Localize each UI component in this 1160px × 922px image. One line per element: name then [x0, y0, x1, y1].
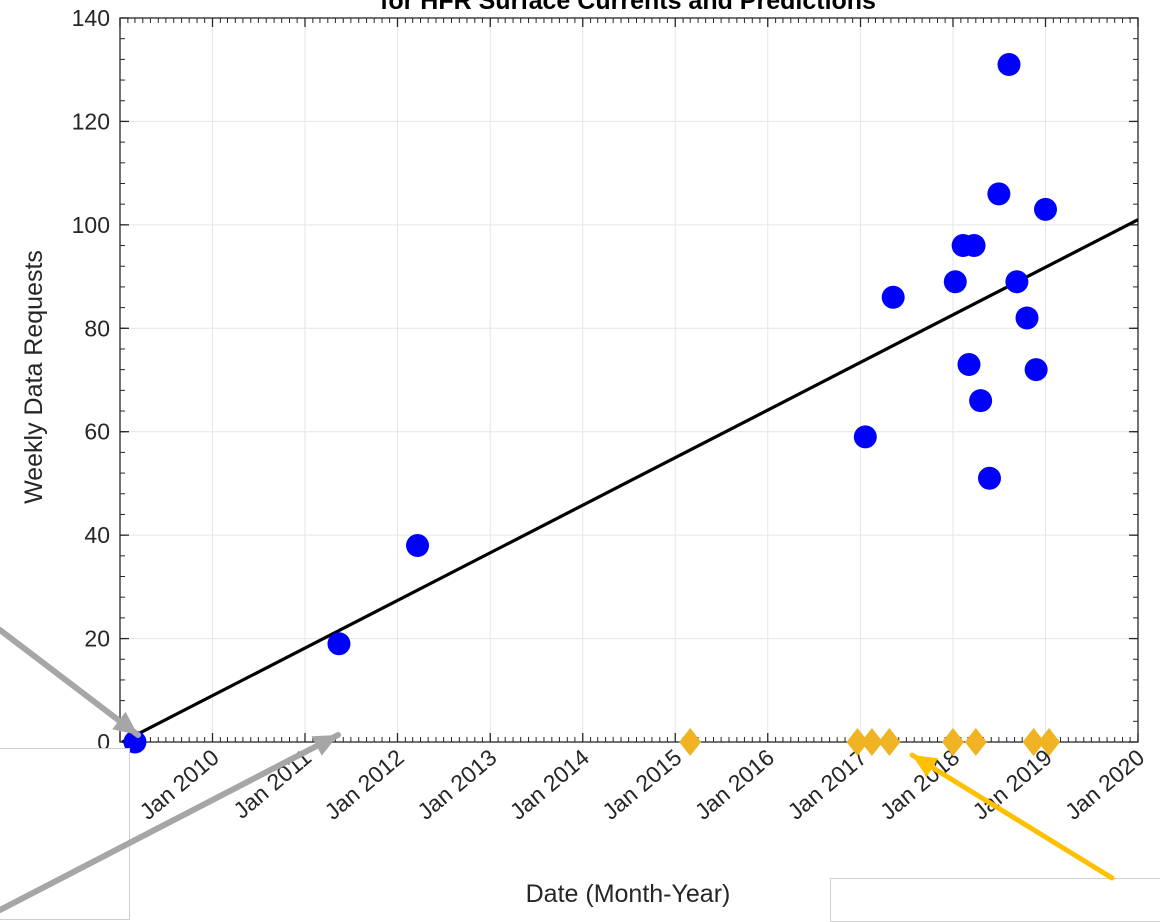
- x-tick-label: Jan 2012: [320, 744, 409, 825]
- data-point-circle: [1005, 270, 1029, 294]
- x-tick-label: Jan 2014: [505, 744, 594, 825]
- data-point-diamond: [1038, 728, 1061, 756]
- chart-title: for HFR Surface Currents and Predictions: [380, 0, 876, 15]
- data-point-diamond: [679, 728, 702, 756]
- y-tick-label: 120: [72, 108, 110, 134]
- x-tick-label: Jan 2017: [783, 744, 872, 825]
- data-point-circle: [1024, 358, 1048, 382]
- data-point-circle: [977, 466, 1001, 490]
- y-tick-label: 20: [84, 626, 110, 652]
- annotation-callout-box-right: [830, 878, 1160, 922]
- trend-line: [121, 218, 1139, 744]
- data-point-diamond: [878, 728, 901, 756]
- data-point-diamond: [964, 728, 987, 756]
- axis-ticks: [119, 17, 1139, 743]
- x-tick-label: Jan 2015: [597, 744, 686, 825]
- data-point-diamond: [1022, 728, 1045, 756]
- y-tick-label: 80: [84, 315, 110, 341]
- data-point-circle: [406, 533, 430, 557]
- y-tick-label: 100: [72, 212, 110, 238]
- y-axis-label: Weekly Data Requests: [20, 250, 48, 504]
- x-tick-label: Jan 2011: [228, 744, 316, 824]
- x-tick-label: Jan 2010: [135, 744, 224, 825]
- y-tick-label: 60: [84, 419, 110, 445]
- plot-area-frame: [119, 17, 1139, 743]
- x-tick-label: Jan 2013: [412, 744, 501, 825]
- x-tick-label: Jan 2016: [690, 744, 779, 825]
- data-point-circle: [1034, 197, 1058, 221]
- data-points: [123, 53, 1061, 756]
- data-point-diamond: [860, 728, 883, 756]
- data-point-circle: [327, 632, 351, 656]
- annotation-callout-box-left: [0, 748, 130, 920]
- data-point-circle: [853, 425, 877, 449]
- data-point-diamond: [942, 728, 965, 756]
- data-point-circle: [997, 53, 1021, 77]
- data-point-diamond: [846, 728, 869, 756]
- grid-lines: [119, 17, 1139, 743]
- data-point-circle: [969, 389, 993, 413]
- data-point-circle: [957, 352, 981, 376]
- data-point-circle: [1015, 306, 1039, 330]
- data-point-circle: [962, 234, 986, 258]
- x-tick-label: Jan 2018: [875, 744, 964, 825]
- data-point-circle: [881, 285, 905, 309]
- y-tick-label: 40: [84, 522, 110, 548]
- data-point-circle: [987, 182, 1011, 206]
- data-point-circle: [943, 270, 967, 294]
- x-axis-label: Date (Month-Year): [526, 880, 731, 908]
- x-tick-label: Jan 2019: [968, 744, 1057, 825]
- x-tick-label: Jan 2020: [1060, 744, 1149, 825]
- y-tick-label: 140: [72, 5, 110, 31]
